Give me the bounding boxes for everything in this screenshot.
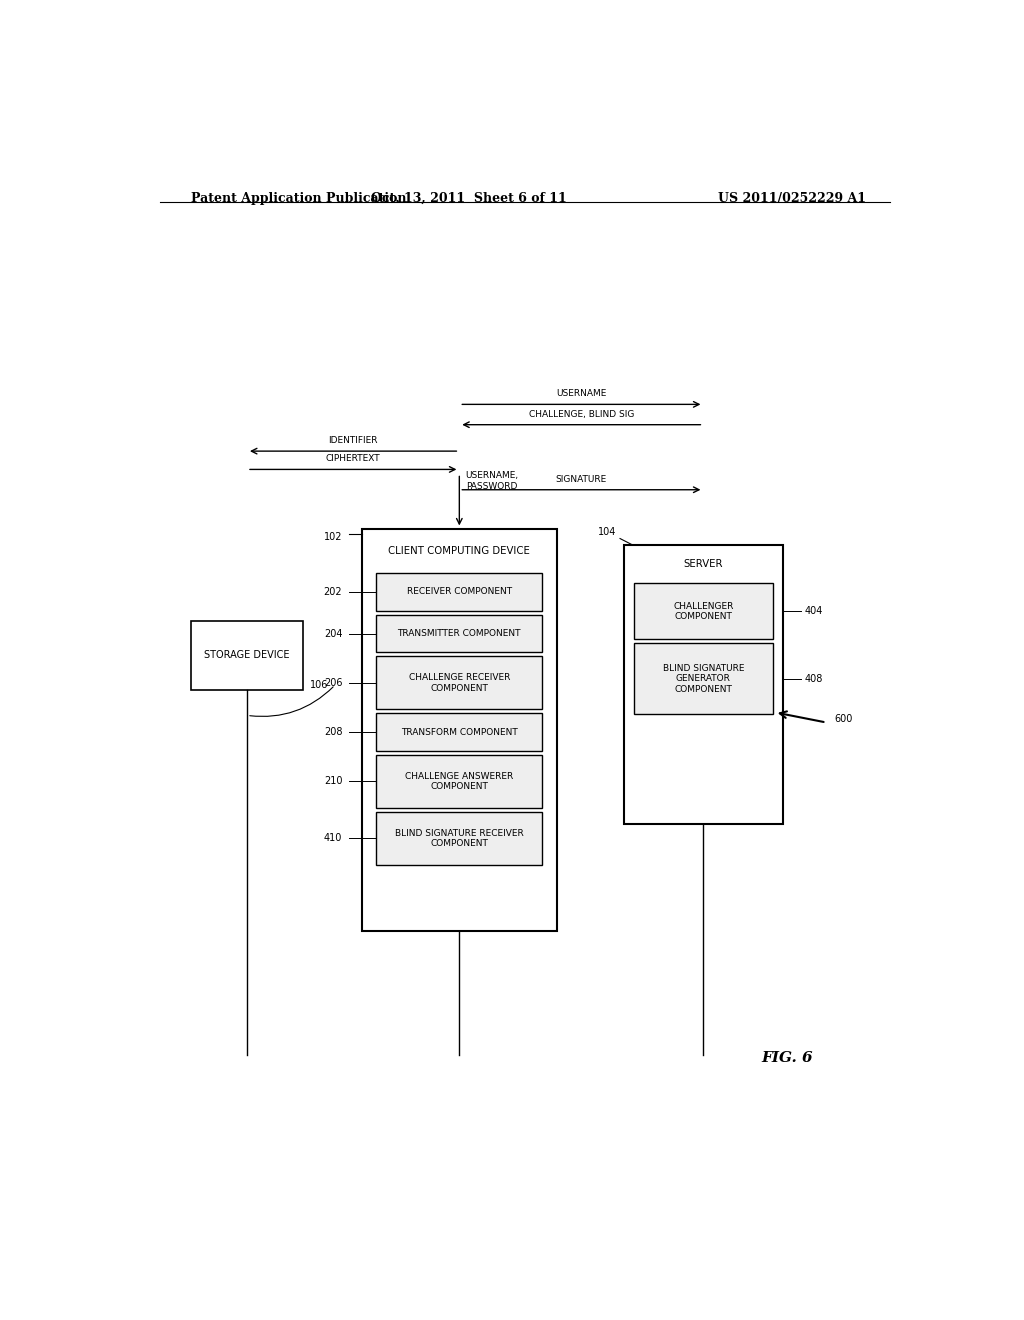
Text: TRANSFORM COMPONENT: TRANSFORM COMPONENT: [401, 727, 518, 737]
Text: 404: 404: [804, 606, 822, 616]
Text: BLIND SIGNATURE
GENERATOR
COMPONENT: BLIND SIGNATURE GENERATOR COMPONENT: [663, 664, 744, 694]
Bar: [377, 812, 543, 865]
Text: CHALLENGE, BLIND SIG: CHALLENGE, BLIND SIG: [528, 409, 634, 418]
Text: Patent Application Publication: Patent Application Publication: [191, 191, 407, 205]
Text: 204: 204: [324, 628, 342, 639]
Text: 410: 410: [324, 833, 342, 843]
Text: 206: 206: [324, 678, 342, 688]
Bar: [377, 656, 543, 709]
Text: TRANSMITTER COMPONENT: TRANSMITTER COMPONENT: [397, 630, 521, 638]
Text: US 2011/0252229 A1: US 2011/0252229 A1: [718, 191, 866, 205]
Text: CIPHERTEXT: CIPHERTEXT: [326, 454, 381, 463]
Text: 210: 210: [324, 776, 342, 787]
Text: BLIND SIGNATURE RECEIVER
COMPONENT: BLIND SIGNATURE RECEIVER COMPONENT: [395, 829, 523, 847]
Text: 106: 106: [309, 680, 328, 690]
Bar: [362, 529, 557, 931]
Text: CHALLENGE RECEIVER
COMPONENT: CHALLENGE RECEIVER COMPONENT: [409, 673, 510, 693]
Text: 408: 408: [804, 673, 822, 684]
Text: 102: 102: [324, 532, 342, 543]
Text: Oct. 13, 2011  Sheet 6 of 11: Oct. 13, 2011 Sheet 6 of 11: [372, 191, 567, 205]
Bar: [191, 620, 303, 690]
Text: FIG. 6: FIG. 6: [761, 1051, 812, 1065]
Bar: [624, 545, 782, 824]
Text: 202: 202: [324, 587, 342, 597]
Text: USERNAME: USERNAME: [556, 389, 606, 399]
Text: 208: 208: [324, 727, 342, 737]
Text: RECEIVER COMPONENT: RECEIVER COMPONENT: [407, 587, 512, 597]
Bar: [377, 615, 543, 652]
Bar: [634, 643, 773, 714]
Text: CLIENT COMPUTING DEVICE: CLIENT COMPUTING DEVICE: [388, 545, 530, 556]
Bar: [377, 713, 543, 751]
Text: 104: 104: [598, 527, 616, 536]
Bar: [377, 573, 543, 611]
Text: STORAGE DEVICE: STORAGE DEVICE: [205, 651, 290, 660]
Text: 600: 600: [835, 714, 853, 725]
Text: SIGNATURE: SIGNATURE: [556, 475, 607, 483]
Text: USERNAME,
PASSWORD: USERNAME, PASSWORD: [466, 471, 519, 491]
Text: IDENTIFIER: IDENTIFIER: [329, 436, 378, 445]
Text: CHALLENGE ANSWERER
COMPONENT: CHALLENGE ANSWERER COMPONENT: [406, 772, 513, 791]
Text: CHALLENGER
COMPONENT: CHALLENGER COMPONENT: [673, 602, 733, 620]
Bar: [377, 755, 543, 808]
Text: SERVER: SERVER: [684, 558, 723, 569]
Bar: [634, 583, 773, 639]
